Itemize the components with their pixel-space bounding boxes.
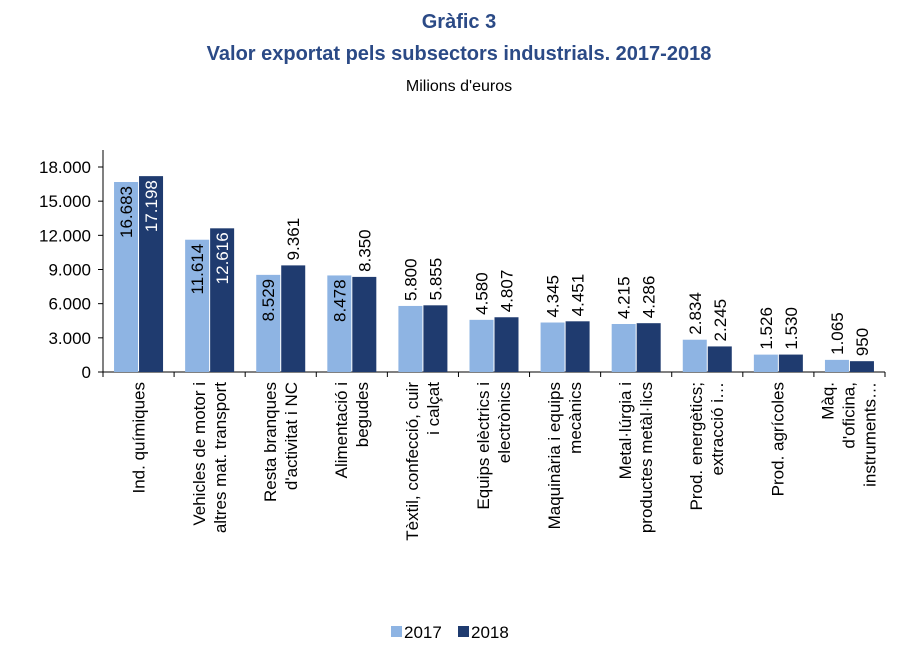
bar [398, 305, 423, 372]
x-tick-label: Maquinària i equips mecànics [545, 382, 586, 530]
x-tick-label: Equips elèctrics i electrònics [474, 382, 514, 510]
data-label: 2.245 [711, 299, 730, 342]
chart-title: Gràfic 3 [422, 11, 496, 33]
data-label: 2.834 [686, 292, 705, 335]
x-tick-label: Vehicles de motor i altres mat. transpor… [189, 382, 230, 534]
data-label: 17.198 [142, 180, 161, 232]
bar [327, 275, 352, 372]
y-tick-label: 3.000 [48, 329, 91, 348]
bar [281, 265, 306, 372]
bar [565, 321, 590, 372]
data-label: 4.215 [615, 276, 634, 319]
data-label: 8.350 [355, 229, 374, 272]
bar [778, 354, 803, 372]
x-tick-label: Prod. agrícoles [768, 382, 788, 497]
bar [707, 346, 732, 372]
bar [352, 276, 377, 372]
bar [423, 305, 448, 372]
x-tick-label: Prod. energètics; extracció i… [687, 382, 728, 511]
bar [469, 319, 494, 372]
bar [636, 323, 661, 372]
unit-label: Milions d'euros [406, 78, 512, 95]
legend-swatch [458, 626, 469, 637]
data-label: 4.345 [544, 275, 563, 318]
x-tick-label: Tèxtil, confecció, cuir i calçat [402, 382, 443, 541]
x-tick-label: Ind. químiques [129, 382, 149, 494]
bar [114, 181, 139, 372]
bar [494, 317, 519, 372]
data-label: 4.286 [640, 276, 659, 319]
x-tick-label: Resta branques d'activitat i NC [260, 382, 301, 503]
data-label: 1.065 [828, 312, 847, 355]
data-label: 1.526 [757, 307, 776, 350]
bar [139, 176, 164, 372]
data-label: 16.683 [117, 186, 136, 238]
bar [753, 354, 778, 372]
data-label: 5.855 [426, 258, 445, 301]
bar [849, 361, 874, 372]
legend-label: 2017 [404, 623, 442, 642]
bar [185, 239, 210, 372]
bar [824, 359, 849, 372]
data-label: 4.580 [473, 272, 492, 315]
bar [210, 228, 235, 372]
data-label: 9.361 [284, 218, 303, 261]
x-tick-label: Màq. d'oficina, instruments… [818, 382, 880, 487]
data-label: 950 [853, 328, 872, 356]
legend-swatch [391, 626, 402, 637]
data-label: 4.807 [498, 270, 517, 313]
bar [540, 322, 565, 372]
y-tick-label: 0 [82, 363, 91, 382]
x-tick-label: Alimentació i begudes [331, 382, 372, 479]
bar [611, 323, 636, 372]
data-label: 4.451 [569, 274, 588, 317]
y-tick-label: 12.000 [39, 226, 91, 245]
bar [682, 339, 707, 372]
data-label: 8.529 [259, 279, 278, 322]
y-tick-label: 18.000 [39, 158, 91, 177]
chart-subtitle: Valor exportat pels subsectors industria… [207, 43, 712, 65]
data-label: 1.530 [782, 307, 801, 350]
bar [256, 274, 281, 372]
data-label: 5.800 [401, 258, 420, 301]
y-tick-label: 6.000 [48, 295, 91, 314]
y-tick-label: 9.000 [48, 261, 91, 280]
data-label: 12.616 [213, 232, 232, 284]
x-tick-label: Metal·lúrgia i productes metàl·lics [616, 382, 657, 534]
data-label: 11.614 [188, 244, 207, 295]
data-label: 8.478 [330, 279, 349, 322]
y-tick-label: 15.000 [39, 192, 91, 211]
legend-label: 2018 [471, 623, 509, 642]
